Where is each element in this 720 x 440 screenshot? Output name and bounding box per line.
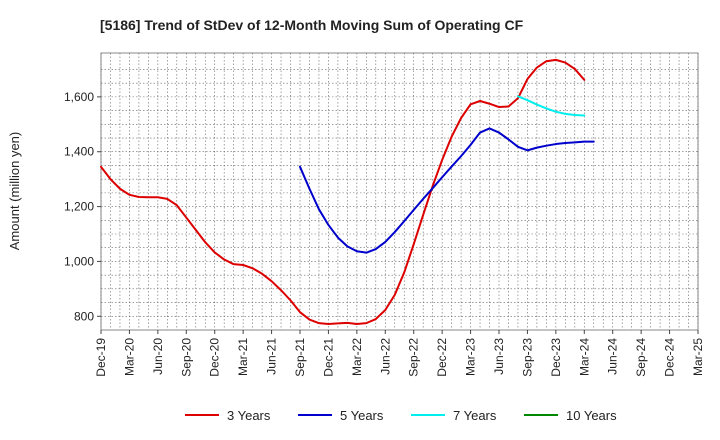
x-tick-label: Jun-22 [378,338,392,375]
legend: 3 Years 5 Years 7 Years 10 Years [185,408,617,423]
y-axis-label: Amount (million yen) [7,132,22,251]
x-tick-label: Dec-19 [94,338,108,377]
y-tick-label: 1,400 [64,145,94,159]
x-tick-label: Mar-24 [577,338,591,376]
x-axis-ticks: Dec-19 Mar-20 Jun-20 Sep-20 Dec-20 Mar-21 Jun-… [94,330,705,377]
plot-area [100,52,699,331]
x-tick-label: Sep-21 [293,338,307,377]
x-tick-label: Dec-22 [435,338,449,377]
legend-label: 3 Years [227,408,271,423]
legend-label: 5 Years [340,408,384,423]
x-tick-label: Jun-20 [151,338,165,375]
y-tick-label: 1,600 [64,90,94,104]
x-tick-label: Mar-21 [236,338,250,376]
x-tick-label: Sep-23 [520,338,534,377]
series-line-7-years [516,95,586,117]
y-tick-label: 800 [74,309,94,323]
series-line-5-years [299,127,595,254]
x-tick-label: Mar-25 [691,338,705,376]
x-tick-label: Jun-24 [606,338,620,375]
x-tick-label: Mar-20 [122,338,136,376]
series-lines [100,58,595,325]
x-tick-label: Jun-21 [265,338,279,375]
x-tick-label: Dec-21 [321,338,335,377]
x-tick-label: Dec-20 [208,338,222,377]
x-tick-label: Jun-23 [492,338,506,375]
y-tick-label: 1,000 [64,254,94,268]
x-tick-label: Dec-24 [663,338,677,377]
chart-title: [5186] Trend of StDev of 12-Month Moving… [100,17,524,33]
series-line-3-years [100,58,586,325]
x-tick-label: Dec-23 [549,338,563,377]
grid-lines [100,53,699,330]
y-axis-ticks: 800 1,000 1,200 1,400 1,600 [64,90,101,323]
x-tick-label: Sep-24 [634,338,648,377]
legend-label: 7 Years [453,408,497,423]
x-tick-label: Mar-22 [350,338,364,376]
legend-label: 10 Years [566,408,617,423]
x-tick-label: Mar-23 [464,338,478,376]
y-tick-label: 1,200 [64,200,94,214]
x-tick-label: Sep-20 [179,338,193,377]
x-tick-label: Sep-22 [407,338,421,377]
